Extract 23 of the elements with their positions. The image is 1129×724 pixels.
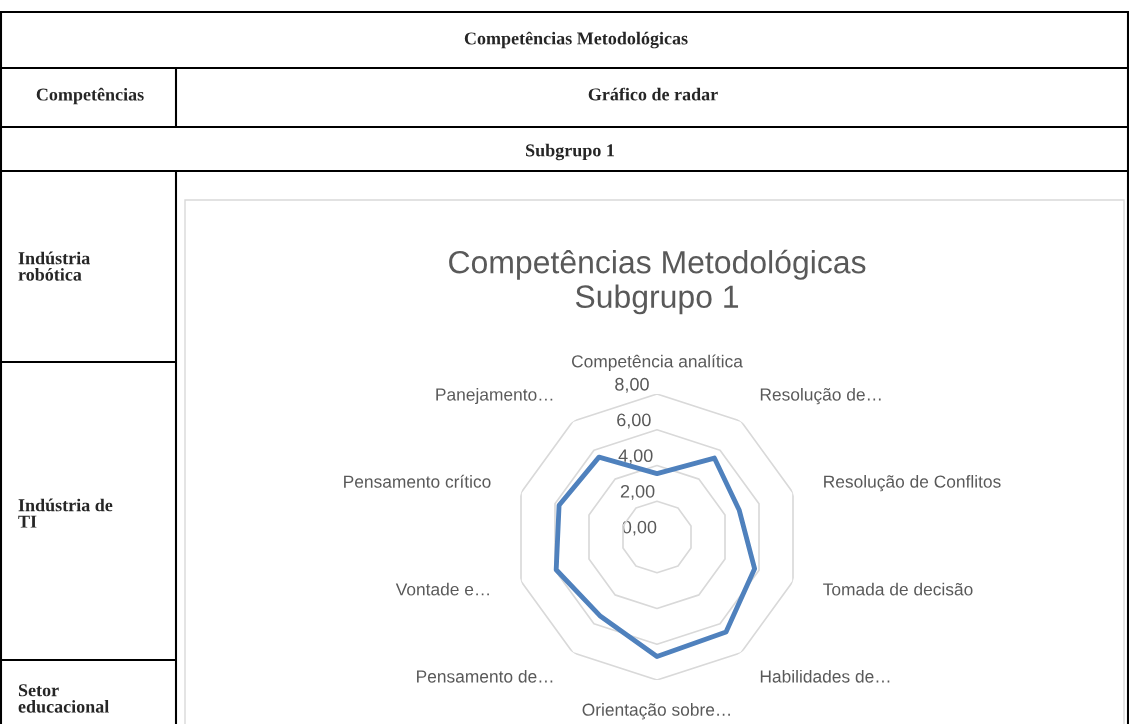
spoke-label: Pensamento de… [417,669,553,683]
spoke-label: Pensamento crítico [344,474,491,488]
text: Competências Metodológicas [464,31,688,49]
spoke-label: Habilidades de… [760,669,890,683]
text: Setor educacional [18,684,109,713]
y-tick-label: 8,00 [615,377,649,393]
spoke-label: Resolução de Conflitos [824,475,1001,492]
chart-title: Competências Metodológicas Subgrupo 1 [449,249,866,315]
text: Competências [36,87,144,105]
spoke-label: Vontade e… [395,582,489,596]
spoke-label: Orientação sobre… [582,703,730,720]
text: Subgrupo 1 [526,143,614,161]
y-tick-label: 0,00 [622,520,657,536]
text: Indústria robótica [18,251,90,281]
y-tick-label: 2,00 [620,484,655,500]
spoke-label: Resolução de… [760,387,881,405]
y-tick-label: 4,00 [618,449,653,465]
text: Gráfico de radar [588,87,718,101]
y-tick-label: 6,00 [617,413,651,429]
text: Indústria de TI [18,498,113,528]
spoke-label: Competência analítica [572,354,743,371]
spoke-label: Panejamento… [436,387,553,405]
spoke-label: Tomada de decisão [823,582,973,596]
